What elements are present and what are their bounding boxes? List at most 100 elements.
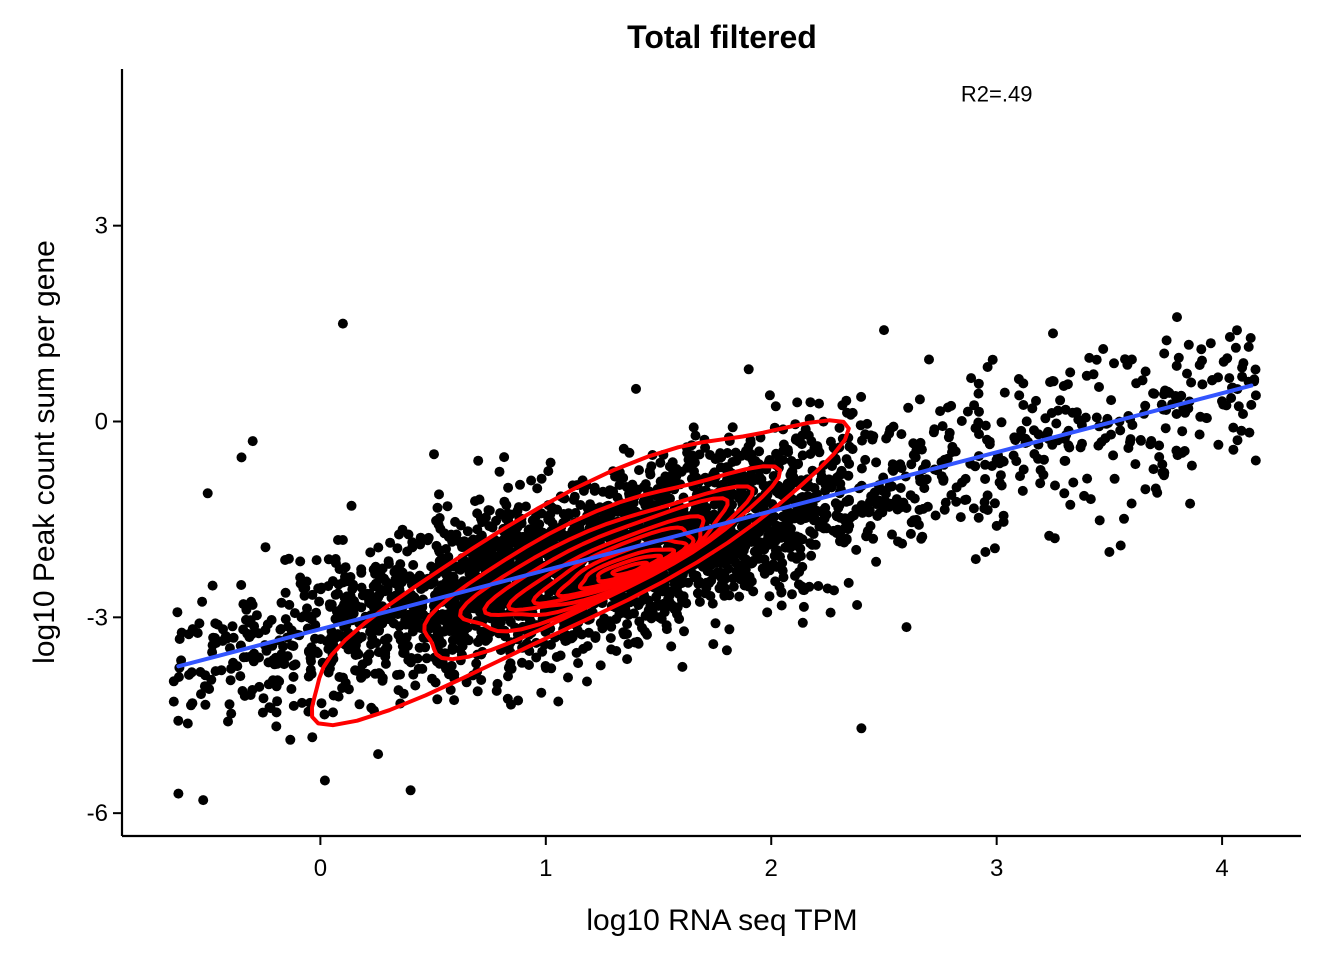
data-point — [1018, 464, 1029, 475]
data-point — [373, 542, 384, 553]
data-point — [914, 472, 925, 483]
data-point — [449, 695, 460, 706]
data-point — [462, 526, 473, 537]
data-point — [841, 395, 852, 406]
data-point — [284, 599, 295, 610]
data-point — [407, 622, 418, 633]
data-point — [455, 644, 466, 655]
data-point — [456, 622, 467, 633]
data-point — [1232, 325, 1242, 336]
data-point — [866, 491, 877, 502]
data-point — [797, 534, 808, 545]
data-point — [805, 397, 816, 408]
data-point — [464, 567, 475, 578]
data-point — [286, 684, 297, 694]
data-point — [1213, 372, 1223, 383]
data-point — [341, 576, 352, 587]
data-point — [441, 614, 452, 625]
data-point — [691, 570, 702, 581]
data-point — [944, 427, 955, 438]
data-point — [1073, 414, 1084, 425]
data-point — [402, 546, 413, 557]
data-point — [333, 535, 343, 545]
data-point — [1017, 485, 1028, 496]
data-point — [1119, 513, 1129, 524]
data-point — [546, 639, 556, 650]
data-point — [710, 618, 721, 629]
data-point — [297, 697, 307, 708]
data-point — [1104, 547, 1115, 557]
data-point — [371, 579, 382, 590]
data-point — [771, 448, 782, 459]
data-point — [808, 512, 819, 523]
data-point — [254, 681, 265, 692]
data-point — [793, 458, 803, 469]
data-point — [1238, 409, 1248, 419]
density-contour — [310, 418, 851, 728]
data-point — [1125, 434, 1136, 445]
data-point — [1171, 409, 1182, 419]
data-point — [1245, 333, 1256, 343]
data-point — [306, 667, 316, 678]
data-point — [174, 634, 185, 644]
data-point — [236, 452, 247, 463]
data-point — [1243, 341, 1254, 352]
data-point — [334, 672, 345, 682]
data-point — [288, 700, 299, 711]
data-point — [631, 597, 642, 607]
data-point — [536, 687, 547, 698]
data-point — [1060, 455, 1071, 466]
data-point — [980, 420, 991, 431]
data-point — [1093, 440, 1104, 451]
data-point — [1186, 460, 1197, 471]
data-point — [735, 574, 746, 585]
data-point — [224, 699, 235, 710]
data-point — [857, 435, 867, 446]
data-point — [380, 658, 391, 669]
data-point — [645, 600, 656, 611]
data-point — [316, 698, 327, 709]
data-point — [202, 488, 213, 499]
data-point — [991, 520, 1002, 531]
data-point — [657, 493, 668, 504]
data-point — [1058, 381, 1069, 391]
data-point — [436, 638, 447, 649]
data-point — [837, 468, 848, 479]
data-point — [582, 641, 593, 652]
data-point — [816, 471, 827, 482]
data-point — [738, 470, 749, 481]
points-layer — [168, 312, 1261, 806]
data-point — [544, 513, 555, 524]
data-point — [1148, 388, 1159, 399]
data-point — [536, 473, 547, 484]
data-point — [834, 422, 845, 433]
x-tick-label: 0 — [314, 855, 327, 882]
data-point — [590, 631, 601, 642]
data-point — [888, 465, 899, 476]
data-point — [655, 457, 666, 468]
data-point — [196, 689, 206, 700]
data-point — [1021, 416, 1032, 427]
data-point — [246, 629, 257, 640]
data-point — [187, 624, 198, 635]
data-point — [749, 546, 760, 557]
data-point — [421, 653, 432, 664]
data-point — [526, 475, 537, 486]
data-point — [776, 586, 787, 597]
data-point — [797, 617, 808, 628]
data-point — [730, 557, 741, 568]
data-point — [879, 495, 890, 506]
data-point — [1039, 454, 1049, 465]
data-point — [494, 466, 505, 477]
data-point — [276, 624, 286, 634]
data-point — [709, 499, 720, 510]
data-point — [667, 457, 678, 468]
data-point — [865, 521, 876, 531]
x-tick-label: 2 — [765, 855, 778, 882]
data-point — [587, 516, 598, 527]
data-point — [415, 532, 426, 543]
data-point — [657, 586, 668, 597]
data-point — [260, 542, 271, 553]
data-point — [738, 535, 748, 545]
